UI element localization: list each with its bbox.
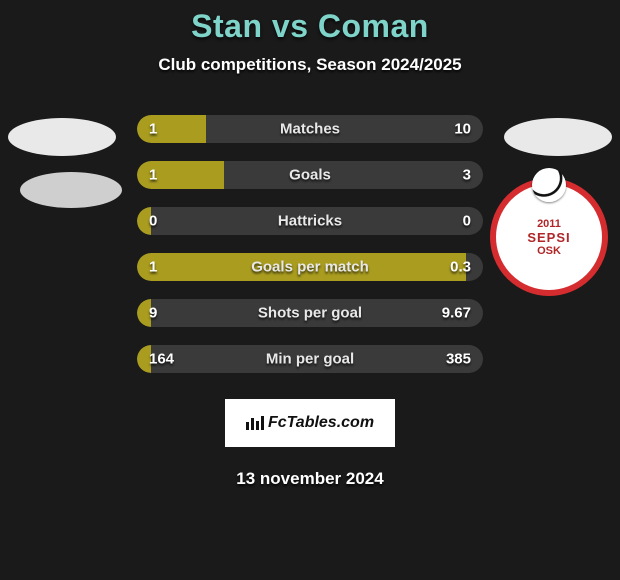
stat-row: 164 Min per goal 385 xyxy=(137,345,483,373)
stat-label: Matches xyxy=(280,121,340,138)
stat-label: Hattricks xyxy=(278,213,342,230)
fctables-label: FcTables.com xyxy=(268,414,374,432)
stats-chart: 1 Matches 10 1 Goals 3 0 Hattricks 0 1 Goals per m… xyxy=(137,115,483,373)
right-player-placeholder xyxy=(504,118,612,156)
stat-label: Shots per goal xyxy=(258,305,362,322)
left-player-placeholder xyxy=(8,118,116,156)
bars-icon xyxy=(246,416,264,430)
stat-right-value: 0.3 xyxy=(450,259,471,276)
logo-year: 2011 xyxy=(537,218,561,230)
stat-right-value: 9.67 xyxy=(442,305,471,322)
logo-top: SEPSI xyxy=(527,230,570,245)
stat-right-value: 385 xyxy=(446,351,471,368)
stat-right-value: 0 xyxy=(463,213,471,230)
logo-text: 2011 SEPSI OSK xyxy=(500,188,598,286)
comparison-infographic: Stan vs Coman Club competitions, Season … xyxy=(0,0,620,580)
stat-right-value: 10 xyxy=(454,121,471,138)
stat-label: Goals xyxy=(289,167,331,184)
stat-row: 1 Matches 10 xyxy=(137,115,483,143)
stat-label: Goals per match xyxy=(251,259,369,276)
page-subtitle: Club competitions, Season 2024/2025 xyxy=(158,55,461,75)
stat-right-value: 3 xyxy=(463,167,471,184)
date-label: 13 november 2024 xyxy=(236,469,383,489)
right-club-logo: 2011 SEPSI OSK xyxy=(490,178,608,296)
stat-left-value: 1 xyxy=(149,121,157,138)
stat-row: 0 Hattricks 0 xyxy=(137,207,483,235)
stat-left-value: 1 xyxy=(149,167,157,184)
stat-row: 9 Shots per goal 9.67 xyxy=(137,299,483,327)
stat-row: 1 Goals 3 xyxy=(137,161,483,189)
stat-left-value: 1 xyxy=(149,259,157,276)
stat-row-fill xyxy=(137,115,206,143)
stat-left-value: 164 xyxy=(149,351,174,368)
stat-left-value: 9 xyxy=(149,305,157,322)
left-player-shadow xyxy=(20,172,122,208)
stat-label: Min per goal xyxy=(266,351,354,368)
logo-bottom: OSK xyxy=(537,245,561,257)
page-title: Stan vs Coman xyxy=(191,8,429,45)
stat-row: 1 Goals per match 0.3 xyxy=(137,253,483,281)
stat-left-value: 0 xyxy=(149,213,157,230)
fctables-watermark: FcTables.com xyxy=(225,399,395,447)
